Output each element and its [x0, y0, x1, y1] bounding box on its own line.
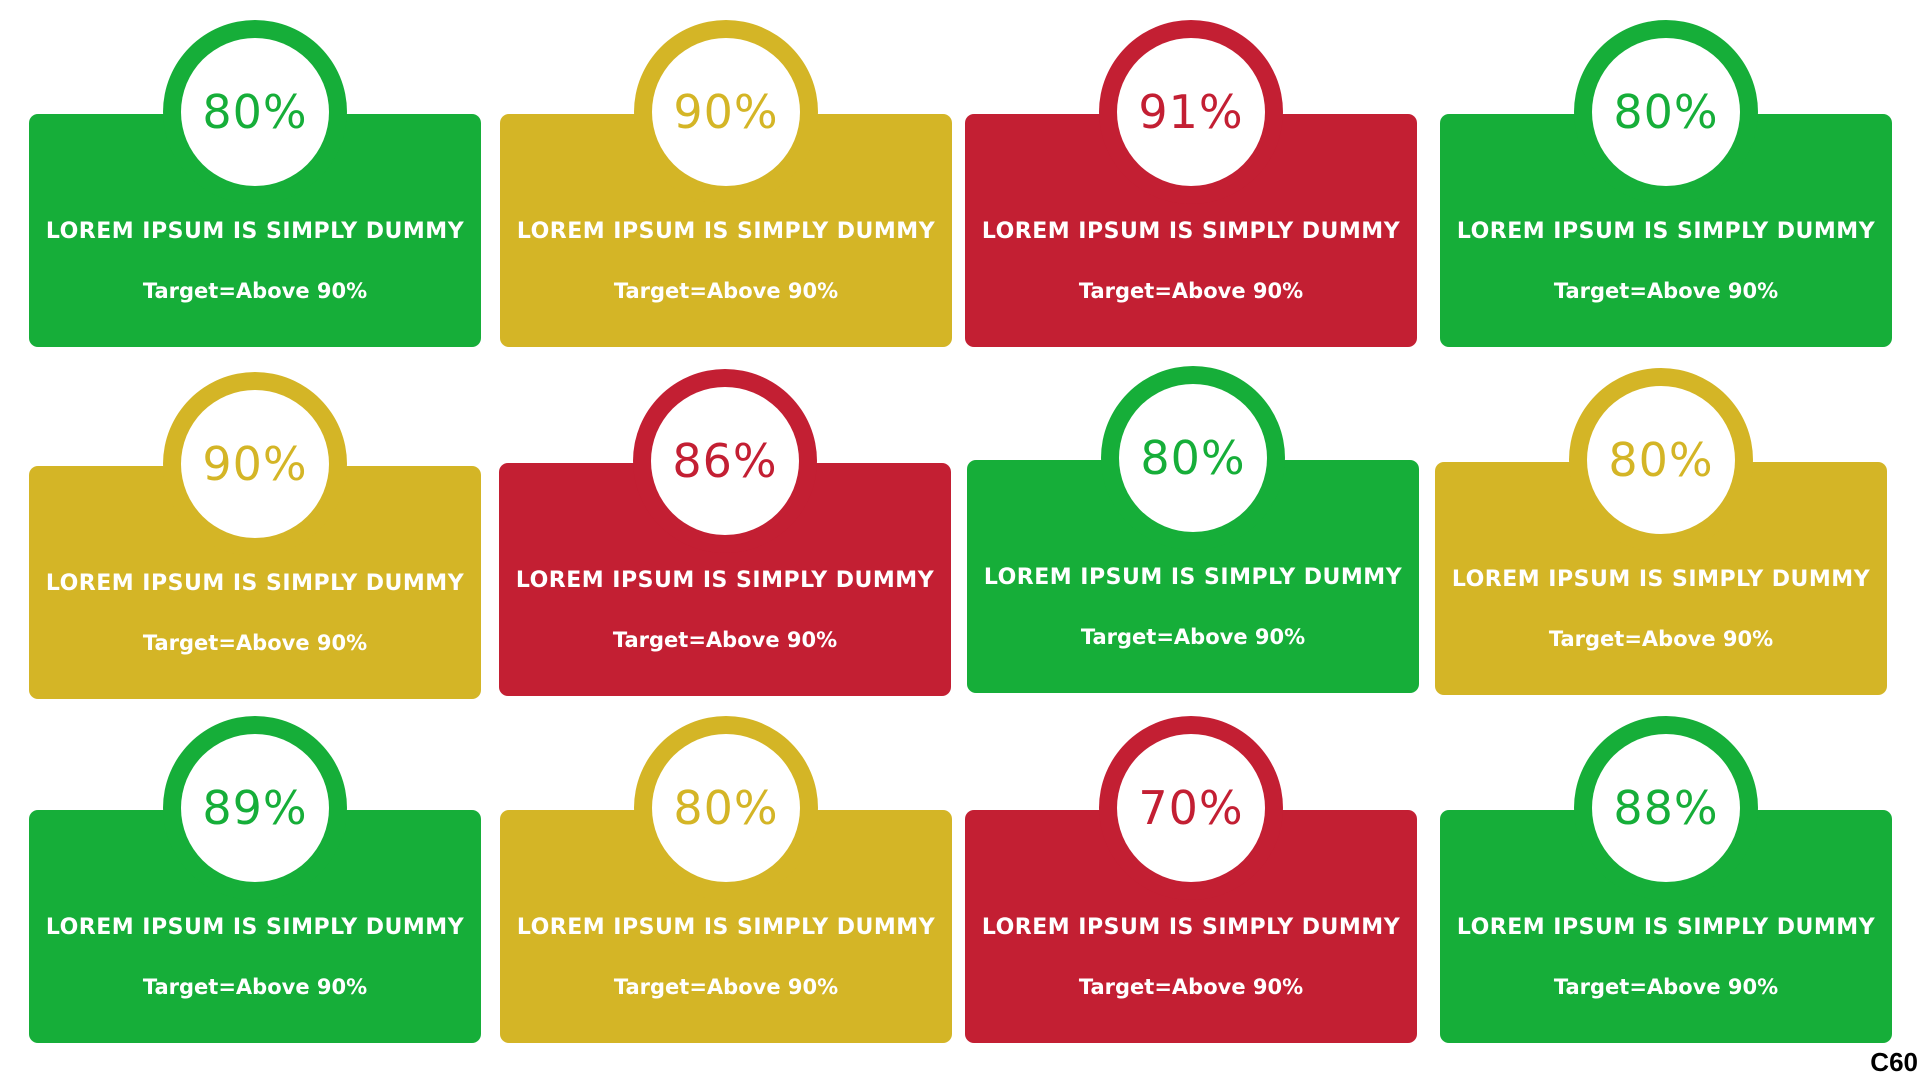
card-title: LOREM IPSUM IS SIMPLY DUMMY: [981, 219, 1401, 244]
kpi-card-9: 89% LOREM IPSUM IS SIMPLY DUMMY Target=A…: [29, 716, 481, 1043]
kpi-card-7: 80% LOREM IPSUM IS SIMPLY DUMMY Target=A…: [967, 366, 1419, 693]
card-title: LOREM IPSUM IS SIMPLY DUMMY: [516, 915, 936, 940]
percent-badge: 80%: [1101, 366, 1285, 550]
percent-value: 91%: [1117, 38, 1265, 186]
card-target: Target=Above 90%: [142, 279, 368, 303]
percent-value: 88%: [1592, 734, 1740, 882]
percent-badge: 90%: [634, 20, 818, 204]
percent-value: 80%: [1587, 386, 1735, 534]
kpi-card-4: 80% LOREM IPSUM IS SIMPLY DUMMY Target=A…: [1440, 20, 1892, 347]
card-target: Target=Above 90%: [1080, 625, 1306, 649]
percent-value: 90%: [652, 38, 800, 186]
percent-value: 80%: [181, 38, 329, 186]
percent-value: 80%: [1119, 384, 1267, 532]
card-target: Target=Above 90%: [612, 628, 838, 652]
percent-badge: 80%: [1574, 20, 1758, 204]
card-target: Target=Above 90%: [1078, 279, 1304, 303]
percent-badge: 90%: [163, 372, 347, 556]
card-target: Target=Above 90%: [1553, 975, 1779, 999]
card-title: LOREM IPSUM IS SIMPLY DUMMY: [1456, 915, 1876, 940]
percent-badge: 89%: [163, 716, 347, 900]
card-target: Target=Above 90%: [1078, 975, 1304, 999]
percent-badge: 86%: [633, 369, 817, 553]
card-target: Target=Above 90%: [1548, 627, 1774, 651]
kpi-card-6: 86% LOREM IPSUM IS SIMPLY DUMMY Target=A…: [499, 369, 951, 696]
percent-value: 80%: [652, 734, 800, 882]
percent-value: 86%: [651, 387, 799, 535]
percent-badge: 80%: [163, 20, 347, 204]
card-title: LOREM IPSUM IS SIMPLY DUMMY: [516, 219, 936, 244]
kpi-card-5: 90% LOREM IPSUM IS SIMPLY DUMMY Target=A…: [29, 372, 481, 699]
percent-badge: 80%: [634, 716, 818, 900]
card-title: LOREM IPSUM IS SIMPLY DUMMY: [45, 219, 465, 244]
percent-badge: 91%: [1099, 20, 1283, 204]
card-title: LOREM IPSUM IS SIMPLY DUMMY: [1451, 567, 1871, 592]
card-target: Target=Above 90%: [1553, 279, 1779, 303]
card-target: Target=Above 90%: [613, 975, 839, 999]
card-target: Target=Above 90%: [142, 631, 368, 655]
slide-code-label: C60: [1870, 1047, 1918, 1077]
kpi-card-1: 80% LOREM IPSUM IS SIMPLY DUMMY Target=A…: [29, 20, 481, 347]
percent-value: 80%: [1592, 38, 1740, 186]
kpi-card-8: 80% LOREM IPSUM IS SIMPLY DUMMY Target=A…: [1435, 368, 1887, 695]
percent-value: 90%: [181, 390, 329, 538]
card-title: LOREM IPSUM IS SIMPLY DUMMY: [515, 568, 935, 593]
percent-value: 70%: [1117, 734, 1265, 882]
kpi-card-12: 88% LOREM IPSUM IS SIMPLY DUMMY Target=A…: [1440, 716, 1892, 1043]
kpi-card-11: 70% LOREM IPSUM IS SIMPLY DUMMY Target=A…: [965, 716, 1417, 1043]
kpi-card-10: 80% LOREM IPSUM IS SIMPLY DUMMY Target=A…: [500, 716, 952, 1043]
percent-value: 89%: [181, 734, 329, 882]
card-title: LOREM IPSUM IS SIMPLY DUMMY: [1456, 219, 1876, 244]
card-title: LOREM IPSUM IS SIMPLY DUMMY: [983, 565, 1403, 590]
card-target: Target=Above 90%: [142, 975, 368, 999]
card-target: Target=Above 90%: [613, 279, 839, 303]
card-title: LOREM IPSUM IS SIMPLY DUMMY: [981, 915, 1401, 940]
kpi-card-3: 91% LOREM IPSUM IS SIMPLY DUMMY Target=A…: [965, 20, 1417, 347]
card-title: LOREM IPSUM IS SIMPLY DUMMY: [45, 915, 465, 940]
percent-badge: 80%: [1569, 368, 1753, 552]
card-title: LOREM IPSUM IS SIMPLY DUMMY: [45, 571, 465, 596]
kpi-card-2: 90% LOREM IPSUM IS SIMPLY DUMMY Target=A…: [500, 20, 952, 347]
percent-badge: 70%: [1099, 716, 1283, 900]
percent-badge: 88%: [1574, 716, 1758, 900]
